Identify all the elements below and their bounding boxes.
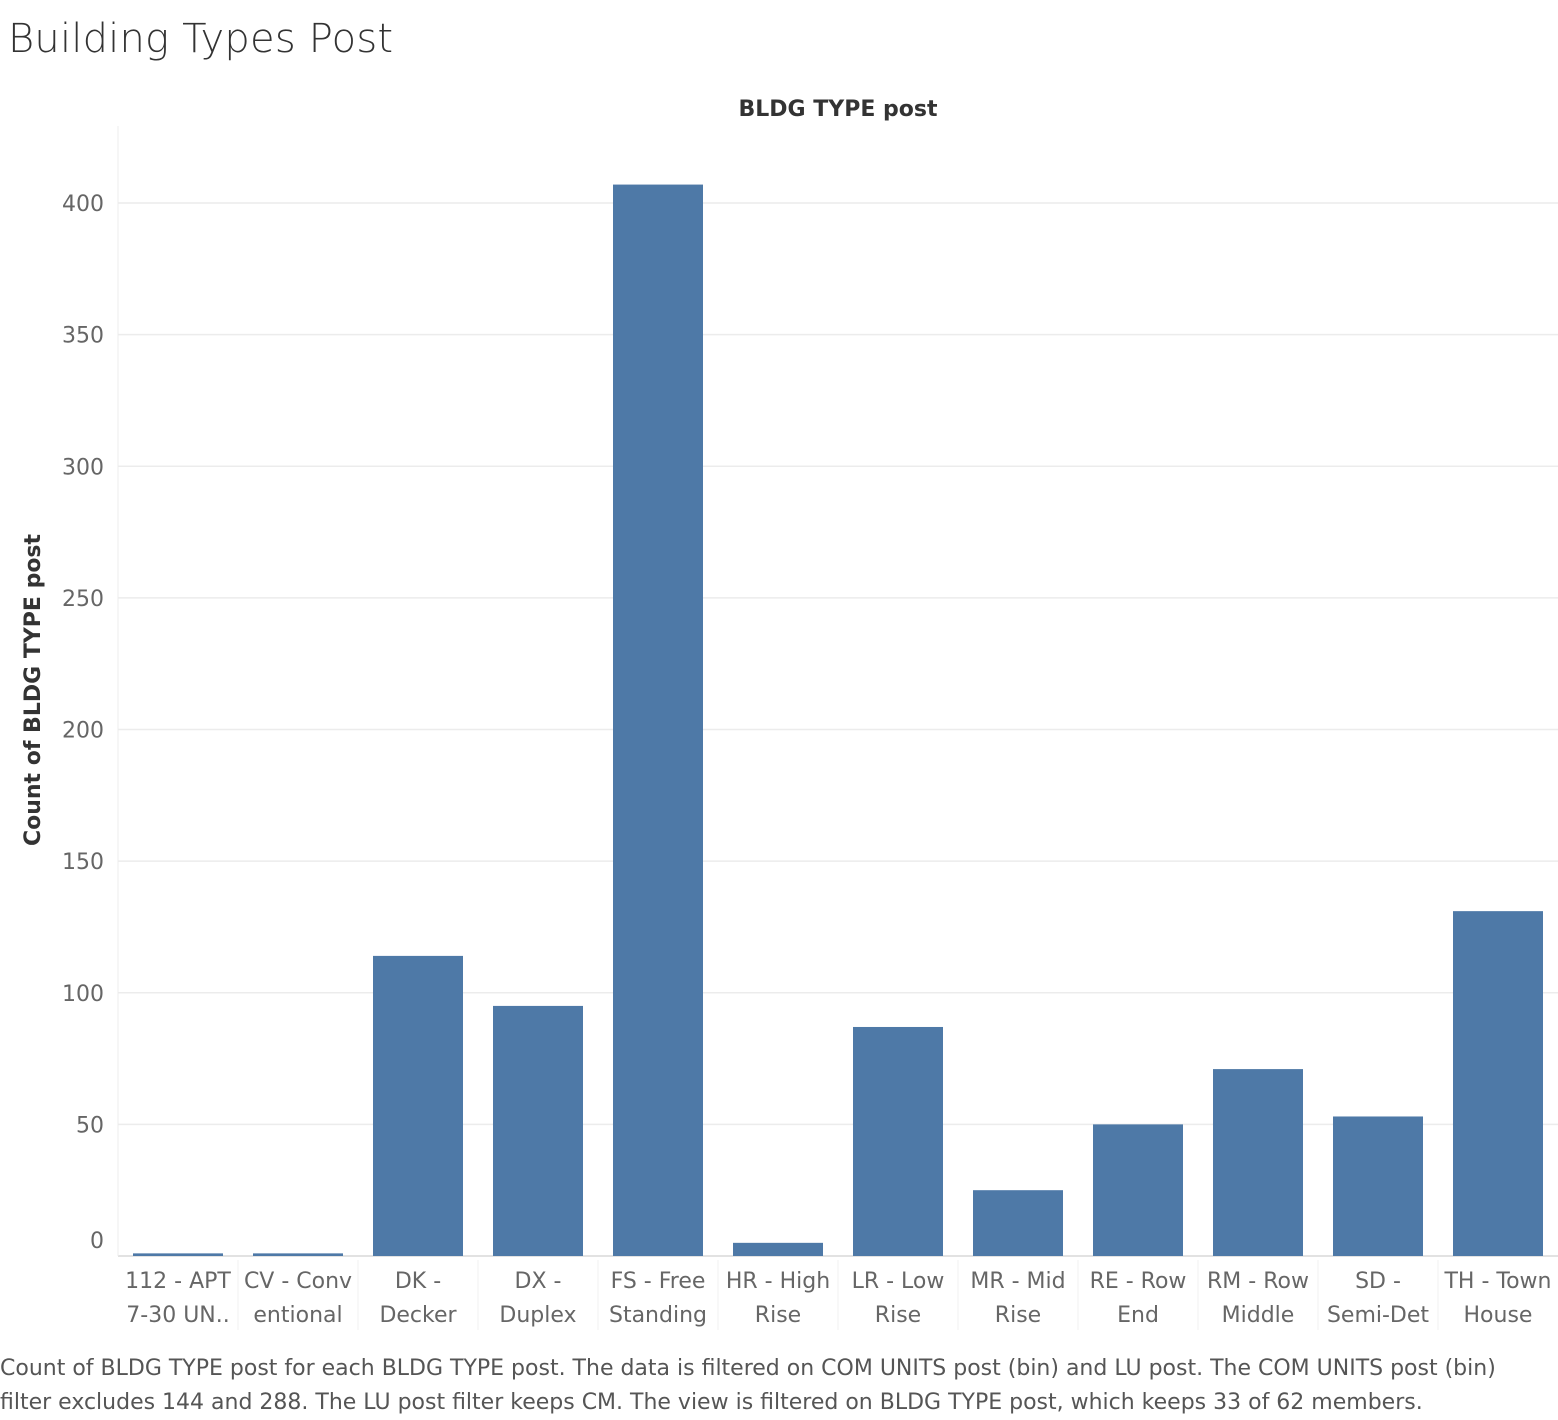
page-title: Building Types Post xyxy=(8,16,394,62)
x-tick-label: 7-30 UN.. xyxy=(126,1303,229,1328)
x-tick-label: LR - Low xyxy=(852,1269,945,1294)
bar[interactable] xyxy=(1333,1116,1423,1256)
x-tick-label: SD - xyxy=(1355,1269,1401,1294)
x-tick-label: HR - High xyxy=(726,1269,830,1294)
bar[interactable] xyxy=(373,955,463,1256)
x-tick-label: Rise xyxy=(875,1303,921,1328)
chart-caption: Count of BLDG TYPE post for each BLDG TY… xyxy=(0,1356,1496,1415)
bars xyxy=(133,184,1543,1256)
y-tick-label: 350 xyxy=(62,324,104,349)
y-tick-label: 150 xyxy=(62,850,104,875)
bar[interactable] xyxy=(1093,1124,1183,1256)
x-tick-label: DK - xyxy=(395,1269,441,1294)
x-tick-label: RM - Row xyxy=(1207,1269,1309,1294)
y-tick-label: 300 xyxy=(62,455,104,480)
bar[interactable] xyxy=(253,1253,343,1256)
y-tick-label: 100 xyxy=(62,982,104,1007)
bar[interactable] xyxy=(613,184,703,1256)
x-tick-label: Middle xyxy=(1222,1303,1295,1328)
bar-chart: BLDG TYPE post Count of BLDG TYPE post 0… xyxy=(21,97,1558,1330)
x-tick-label: 112 - APT xyxy=(125,1269,231,1294)
y-tick-label: 400 xyxy=(62,192,104,217)
bar[interactable] xyxy=(493,1005,583,1256)
bar[interactable] xyxy=(1213,1069,1303,1256)
x-tick-label: Standing xyxy=(609,1303,707,1328)
y-tick-label: 50 xyxy=(76,1113,104,1138)
x-tick-label: MR - Mid xyxy=(970,1269,1065,1294)
x-tick-label: Rise xyxy=(995,1303,1041,1328)
x-tick-label: RE - Row xyxy=(1090,1269,1187,1294)
x-tick-label: TH - Town xyxy=(1443,1269,1551,1294)
y-tick-label: 250 xyxy=(62,587,104,612)
x-tick-label: Rise xyxy=(755,1303,801,1328)
bar[interactable] xyxy=(973,1190,1063,1256)
x-axis-labels: 112 - APT 7-30 UN.. CV - Conv entional DK - D… xyxy=(125,1260,1552,1330)
gridlines xyxy=(118,202,1558,1257)
y-axis-title: Count of BLDG TYPE post xyxy=(21,533,46,846)
x-tick-label: House xyxy=(1464,1303,1533,1328)
y-axis-ticks: 0 50 100 150 200 250 300 350 400 xyxy=(62,192,104,1254)
chart-title: BLDG TYPE post xyxy=(739,97,938,122)
x-tick-label: End xyxy=(1117,1303,1159,1328)
y-tick-label: 0 xyxy=(90,1229,104,1254)
bar[interactable] xyxy=(853,1026,943,1256)
x-tick-label: FS - Free xyxy=(611,1269,706,1294)
x-tick-label: Decker xyxy=(379,1303,457,1328)
y-tick-label: 200 xyxy=(62,719,104,744)
x-tick-label: Duplex xyxy=(499,1303,576,1328)
x-tick-label: entional xyxy=(253,1303,342,1328)
bar[interactable] xyxy=(733,1242,823,1256)
bar[interactable] xyxy=(133,1253,223,1256)
x-tick-label: CV - Conv xyxy=(244,1269,352,1294)
bar[interactable] xyxy=(1453,911,1543,1256)
x-tick-label: DX - xyxy=(515,1269,562,1294)
x-tick-label: Semi-Det xyxy=(1327,1303,1429,1328)
